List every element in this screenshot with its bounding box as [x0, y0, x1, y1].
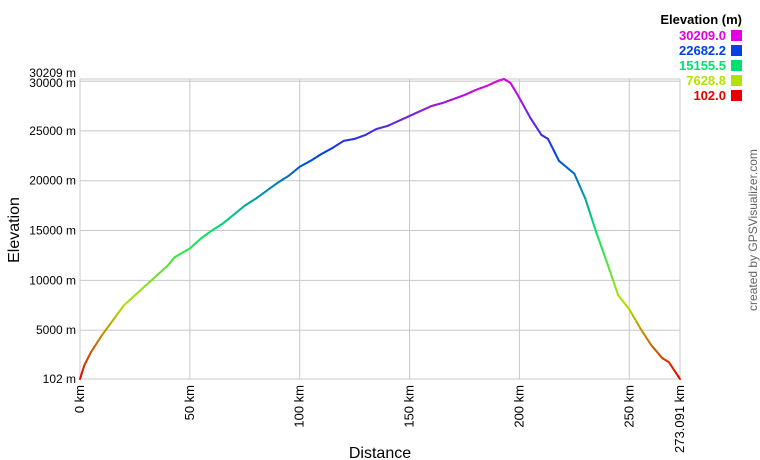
x-tick-label: 250 km	[621, 385, 636, 428]
y-tick-label: 15000 m	[29, 224, 76, 238]
legend-entry: 22682.2	[660, 43, 742, 58]
x-tick-label: 150 km	[402, 385, 417, 428]
legend-swatch	[731, 30, 742, 41]
x-axis-label: Distance	[349, 445, 411, 460]
elevation-segment	[677, 375, 681, 380]
x-tick-label: 50 km	[182, 385, 197, 420]
axis-ticks: 0 km 50 km 100 km 150 km 200 km 250 km 273.091…	[29, 66, 687, 453]
legend-entry: 102.0	[660, 88, 742, 103]
legend-value: 102.0	[693, 88, 726, 103]
legend-entry: 30209.0	[660, 28, 742, 43]
y-tick-label: 102 m	[43, 372, 76, 386]
legend-entry: 15155.5	[660, 58, 742, 73]
legend-value: 15155.5	[679, 58, 726, 73]
y-tick-label: 30209 m	[29, 66, 76, 80]
grid	[79, 78, 681, 380]
legend-value: 22682.2	[679, 43, 726, 58]
legend-swatch	[731, 45, 742, 56]
legend-swatch	[731, 60, 742, 71]
x-tick-label: 100 km	[292, 385, 307, 428]
legend-entry: 7628.8	[660, 73, 742, 88]
y-tick-label: 30000 m	[29, 76, 76, 90]
x-tick-label: 273.091 km	[672, 385, 687, 453]
legend-swatch	[731, 75, 742, 86]
legend-swatch	[731, 90, 742, 101]
legend-value: 30209.0	[679, 28, 726, 43]
legend-value: 7628.8	[686, 73, 726, 88]
legend-title: Elevation (m)	[660, 12, 742, 27]
elevation-line	[79, 78, 681, 380]
y-tick-label: 20000 m	[29, 174, 76, 188]
y-tick-label: 5000 m	[36, 323, 76, 337]
legend: Elevation (m) 30209.0 22682.2 15155.5 7628.…	[660, 12, 742, 103]
credit-text[interactable]: created by GPSVisualizer.com	[746, 149, 760, 311]
x-tick-label: 0 km	[72, 385, 87, 413]
x-tick-label: 200 km	[511, 385, 526, 428]
y-axis-label: Elevation	[6, 197, 23, 263]
y-tick-label: 10000 m	[29, 273, 76, 287]
y-tick-label: 25000 m	[29, 124, 76, 138]
